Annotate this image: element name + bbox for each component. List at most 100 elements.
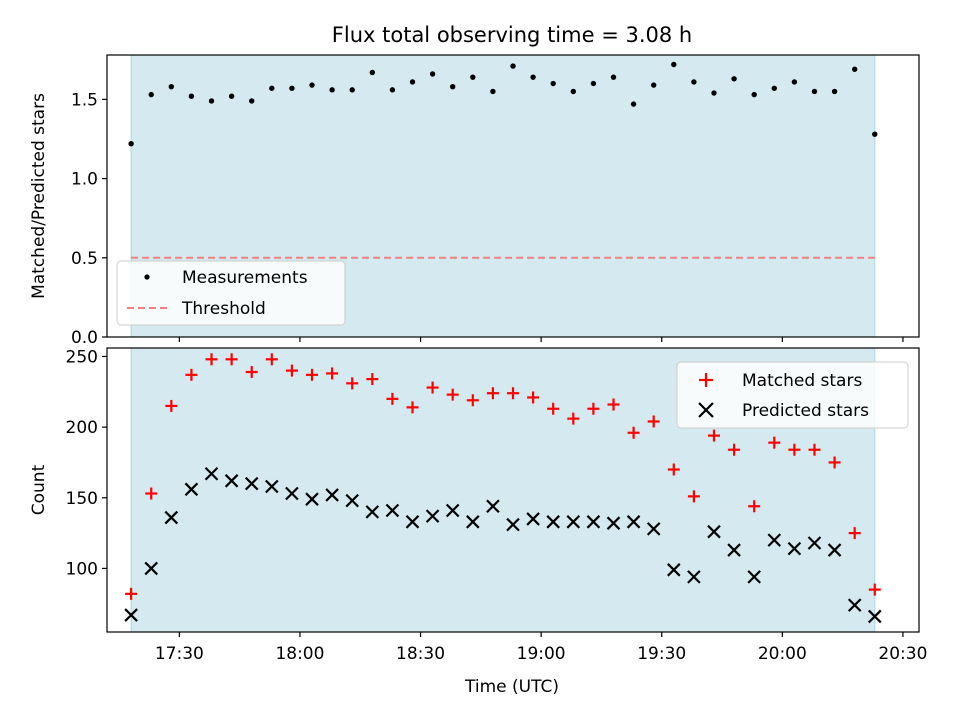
x-tick-label: 18:00 bbox=[275, 644, 324, 664]
measurement-point bbox=[650, 82, 657, 88]
ratio-legend-box bbox=[116, 260, 346, 326]
measurement-point bbox=[450, 83, 456, 90]
measurement-point bbox=[470, 74, 476, 80]
predicted-star-point bbox=[868, 609, 882, 624]
predicted-star-point bbox=[425, 509, 440, 523]
matched-star-point bbox=[406, 401, 419, 414]
matched-star-point bbox=[687, 490, 700, 503]
matched-star-point bbox=[326, 367, 339, 380]
matched-star-point bbox=[205, 353, 218, 366]
measurement-point bbox=[369, 69, 376, 76]
predicted-star-point bbox=[325, 488, 339, 502]
matched-star-point bbox=[788, 443, 801, 456]
matched-star-point bbox=[486, 387, 499, 400]
predicted-star-point bbox=[164, 510, 179, 525]
measurement-point bbox=[771, 85, 777, 91]
matched-star-point bbox=[125, 587, 138, 600]
predicted-star-point bbox=[747, 570, 761, 584]
count-legend-box bbox=[676, 361, 909, 429]
y-tick-label: 200 bbox=[66, 418, 98, 438]
measurement-point bbox=[208, 98, 215, 104]
matched-star-point bbox=[607, 398, 620, 411]
ratio-y-ticks: 0.0 0.5 1.0 1.5 bbox=[71, 90, 107, 348]
measurement-point bbox=[168, 83, 175, 90]
predicted-star-point bbox=[445, 503, 460, 518]
legend-predicted-label: Predicted stars bbox=[742, 401, 869, 421]
ratio-y-axis-label: Matched/Predicted stars bbox=[29, 93, 49, 299]
y-tick-label: 1.0 bbox=[71, 170, 98, 190]
y-tick-label: 0.5 bbox=[71, 249, 98, 269]
matched-star-point bbox=[728, 443, 741, 456]
predicted-star-point bbox=[767, 533, 782, 547]
predicted-star-point bbox=[646, 522, 661, 536]
measurement-point bbox=[309, 82, 315, 88]
predicted-star-point bbox=[224, 474, 239, 488]
matched-star-point bbox=[285, 364, 298, 377]
measurement-point bbox=[289, 85, 295, 91]
predicted-star-point bbox=[546, 515, 560, 529]
matched-star-point bbox=[346, 377, 359, 390]
measurement-point bbox=[751, 91, 757, 98]
matched-star-point bbox=[567, 412, 580, 425]
predicted-star-point bbox=[365, 505, 380, 519]
x-tick-label: 19:30 bbox=[637, 644, 686, 664]
ratio-panel-frame bbox=[106, 54, 920, 338]
predicted-star-points bbox=[124, 466, 882, 624]
matched-star-point bbox=[145, 487, 158, 500]
measurement-point bbox=[671, 61, 677, 68]
matched-star-point bbox=[768, 436, 781, 449]
predicted-star-point bbox=[687, 570, 701, 584]
matched-star-point bbox=[245, 366, 258, 379]
predicted-star-point bbox=[345, 493, 359, 508]
matched-star-point bbox=[185, 368, 198, 381]
x-tick-label: 19:00 bbox=[517, 644, 566, 664]
matched-star-point bbox=[848, 527, 861, 540]
legend-measurement-marker bbox=[144, 274, 150, 280]
predicted-star-point bbox=[707, 524, 721, 539]
measurement-point bbox=[389, 87, 396, 93]
count-panel: 100 150 200 250 17:30 18:00 18:30 19:00 19:30 20… bbox=[29, 347, 927, 697]
predicted-star-point bbox=[385, 503, 400, 518]
x-tick-label: 20:00 bbox=[758, 644, 807, 664]
measurement-point bbox=[128, 141, 134, 147]
measurement-point bbox=[429, 71, 436, 77]
matched-star-point bbox=[627, 426, 640, 439]
measurement-point bbox=[409, 79, 416, 85]
count-panel-frame bbox=[106, 347, 920, 633]
measurement-point bbox=[550, 80, 556, 87]
measurement-point bbox=[791, 79, 798, 85]
matched-star-point bbox=[547, 402, 560, 415]
matched-star-point bbox=[446, 388, 459, 401]
matched-star-point bbox=[466, 394, 479, 407]
predicted-star-point bbox=[265, 479, 279, 494]
y-tick-label: 150 bbox=[66, 489, 98, 509]
count-legend: Matched stars Predicted stars bbox=[676, 361, 909, 429]
measurement-point bbox=[349, 87, 355, 93]
predicted-star-point bbox=[184, 482, 199, 497]
matched-star-point bbox=[507, 387, 519, 400]
matched-star-point bbox=[306, 368, 319, 381]
y-tick-label: 250 bbox=[66, 347, 98, 367]
matched-star-point bbox=[386, 392, 399, 405]
matched-star-point bbox=[366, 373, 379, 386]
matched-star-point bbox=[707, 429, 720, 442]
matched-star-point bbox=[426, 381, 439, 394]
predicted-star-point bbox=[144, 561, 158, 576]
matched-star-point bbox=[225, 353, 238, 366]
measurement-point bbox=[630, 101, 637, 107]
measurement-point bbox=[249, 98, 255, 104]
measurement-point bbox=[570, 88, 576, 95]
measurement-point bbox=[731, 76, 737, 82]
predicted-star-point bbox=[586, 515, 601, 529]
y-tick-label: 0.0 bbox=[71, 328, 98, 348]
measurement-point bbox=[831, 88, 838, 95]
predicted-star-point bbox=[124, 608, 138, 622]
predicted-star-point bbox=[244, 476, 259, 491]
x-axis-label: Time (UTC) bbox=[464, 677, 559, 697]
matched-star-point bbox=[527, 391, 540, 404]
matched-star-point bbox=[808, 443, 821, 456]
predicted-star-point bbox=[667, 563, 681, 577]
ratio-x-ticks bbox=[178, 337, 904, 342]
measurement-point bbox=[490, 88, 496, 95]
predicted-star-point bbox=[285, 486, 299, 501]
